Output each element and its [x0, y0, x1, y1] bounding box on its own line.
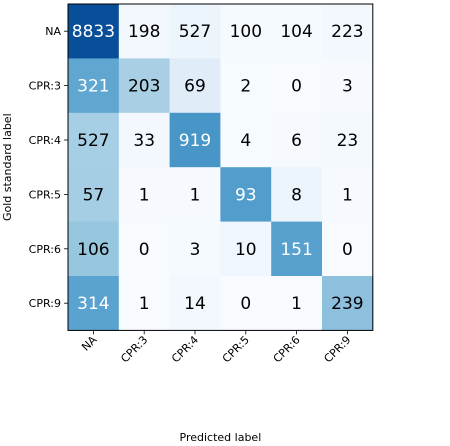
- cell-value-label: 14: [184, 294, 206, 314]
- cell-value-label: 1: [190, 185, 201, 205]
- heatmap-cell: [322, 221, 374, 277]
- cell-value-label: 0: [139, 240, 150, 260]
- cell-value-label: 203: [128, 77, 160, 97]
- cell-value-label: 1: [139, 185, 150, 205]
- y-tick-label: NA: [45, 25, 61, 38]
- cell-value-label: 23: [337, 131, 359, 151]
- x-tick-label: CPR:9: [321, 333, 353, 365]
- plot-frame: [67, 3, 374, 331]
- cell-value-label: 33: [133, 131, 155, 151]
- cell-value-label: 198: [128, 22, 160, 42]
- heatmap-cell: [169, 221, 221, 277]
- cell-value-label: 1: [139, 294, 150, 314]
- cell-value-label: 0: [291, 77, 302, 97]
- x-axis-title: Predicted label: [180, 431, 262, 444]
- cell-value-label: 223: [331, 22, 363, 42]
- cell-value-label: 8: [291, 185, 302, 205]
- heatmap-cell: [322, 276, 374, 331]
- x-axis-ticks: NA CPR:3 CPR:4 CPR:5 CPR:6 CPR:9: [79, 330, 354, 365]
- heatmap-cell: [220, 221, 272, 277]
- cell-value-label: 321: [77, 77, 109, 97]
- cell-value-label: 527: [77, 131, 109, 151]
- heatmap-cell: [118, 276, 171, 331]
- cell-value-label: 2: [240, 77, 251, 97]
- x-tick-label: NA: [79, 333, 100, 354]
- heatmap-cell: [271, 58, 323, 114]
- heatmap-cell: [118, 221, 171, 277]
- cell-value-label: 104: [280, 22, 312, 42]
- heatmap-cell: [169, 112, 221, 168]
- y-tick-label: CPR:3: [29, 80, 61, 93]
- cell-value-label: 100: [230, 22, 262, 42]
- heatmap-cell: [169, 276, 221, 331]
- heatmap-cell: [68, 221, 120, 277]
- heatmap-cell: [68, 276, 120, 331]
- y-tick-label: CPR:9: [29, 297, 61, 310]
- heatmap-cell: [322, 112, 374, 168]
- y-tick-label: CPR:5: [29, 188, 61, 201]
- heatmap-cell: [220, 58, 272, 114]
- heatmap-cell: [271, 221, 323, 277]
- heatmap-cell: [118, 112, 171, 168]
- heatmap-cell: [271, 4, 323, 59]
- heatmap-cell: [118, 167, 171, 223]
- y-axis-title: Gold standard label: [1, 113, 14, 221]
- cell-value-label: 10: [235, 240, 257, 260]
- cell-value-label: 314: [77, 294, 109, 314]
- heatmap-cell: [271, 112, 323, 168]
- cell-value-label: 919: [179, 131, 211, 151]
- heatmap-cell: [220, 4, 272, 59]
- cell-value-label: 69: [184, 77, 206, 97]
- cell-value-label: 1: [342, 185, 353, 205]
- heatmap-cell: [169, 167, 221, 223]
- heatmap-cell: [322, 4, 374, 59]
- cell-value-label: 0: [342, 240, 353, 260]
- heatmap-cell: [220, 276, 272, 331]
- x-tick-label: CPR:4: [169, 333, 201, 365]
- heatmap-cell: [169, 58, 221, 114]
- cell-value-label: 1: [291, 294, 302, 314]
- cell-value-label: 151: [280, 240, 312, 260]
- heatmap-cell: [271, 167, 323, 223]
- cell-value-label: 239: [331, 294, 363, 314]
- y-tick-label: CPR:6: [29, 243, 61, 256]
- heatmap-cell: [322, 58, 374, 114]
- cell-value-label: 8833: [72, 22, 115, 42]
- heatmap-cell: [169, 4, 221, 59]
- x-tick-label: CPR:6: [271, 333, 303, 365]
- heatmap-cell: [220, 112, 272, 168]
- heatmap-cell: [118, 58, 171, 114]
- heatmap-cell: [68, 58, 120, 114]
- heatmap-cell: [118, 4, 171, 59]
- heatmap-cell: [68, 112, 120, 168]
- cell-value-label: 57: [83, 185, 105, 205]
- heatmap-cell: [322, 167, 374, 223]
- cell-value-label: 3: [342, 77, 353, 97]
- cell-value-label: 3: [190, 240, 201, 260]
- x-tick-label: CPR:3: [118, 333, 150, 365]
- x-tick-label: CPR:5: [220, 333, 252, 365]
- cell-value-label: 4: [240, 131, 251, 151]
- y-tick-label: CPR:4: [29, 134, 61, 147]
- heatmap-cell: [68, 167, 120, 223]
- cell-value-label: 527: [179, 22, 211, 42]
- cell-value-label: 0: [240, 294, 251, 314]
- heatmap-cell: [220, 167, 272, 223]
- y-axis-ticks: NA CPR:3 CPR:4 CPR:5 CPR:6 CPR:9: [29, 25, 68, 310]
- heatmap-cell: [271, 276, 323, 331]
- cell-value-label: 6: [291, 131, 302, 151]
- heatmap-cell: [68, 4, 120, 59]
- cell-value-label: 106: [77, 240, 109, 260]
- cell-value-label: 93: [235, 185, 257, 205]
